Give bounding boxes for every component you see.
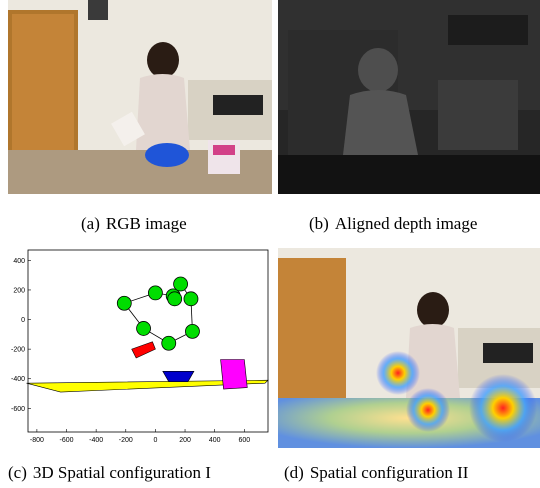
rgb-image xyxy=(8,0,272,194)
shape-bottle xyxy=(131,341,156,359)
caption-a: (a) RGB image xyxy=(81,214,187,233)
x-tick-label: -800 xyxy=(30,437,44,444)
caption-b: (b) Aligned depth image xyxy=(309,214,478,233)
x-tick-label: -600 xyxy=(60,437,74,444)
heatmap-image xyxy=(278,248,540,448)
y-tick-label: 0 xyxy=(21,317,25,324)
shape-box xyxy=(220,359,248,390)
y-tick-label: 200 xyxy=(13,287,25,294)
joint-point xyxy=(148,285,163,301)
plot-frame xyxy=(27,249,269,433)
y-tick-label: -400 xyxy=(11,376,25,383)
caption-d: (d) Spatial configuration II xyxy=(284,463,469,482)
caption-c: (c) 3D Spatial configuration I xyxy=(8,463,211,482)
joint-point xyxy=(173,276,188,292)
spatial-config-chart-panel: -800 -600 -400 -200 0 200 400 600 400 200 0 -200 -40… xyxy=(0,246,274,450)
joint-point xyxy=(185,323,200,339)
y-tick-label: -200 xyxy=(11,347,25,354)
spatial-config-chart: -800 -600 -400 -200 0 200 400 600 400 200 0 -200 -40… xyxy=(11,249,269,444)
joint-point xyxy=(161,335,177,351)
joint-point xyxy=(136,321,151,336)
joint-point xyxy=(183,291,199,307)
depth-image xyxy=(278,0,540,194)
x-tick-label: 600 xyxy=(238,437,250,444)
joint-point xyxy=(167,291,183,307)
y-tick-label: 400 xyxy=(13,258,25,265)
rgb-image-panel xyxy=(8,0,272,194)
x-tick-label: 400 xyxy=(209,437,221,444)
y-tick-label: -600 xyxy=(11,406,25,413)
shape-bowl xyxy=(162,371,195,382)
x-tick-label: 0 xyxy=(153,437,157,444)
depth-image-panel xyxy=(278,0,540,194)
joint-point xyxy=(116,295,132,311)
heatmap-image-panel xyxy=(278,248,540,448)
x-tick-label: 200 xyxy=(179,437,191,444)
x-tick-label: -200 xyxy=(119,437,133,444)
x-tick-label: -400 xyxy=(89,437,103,444)
